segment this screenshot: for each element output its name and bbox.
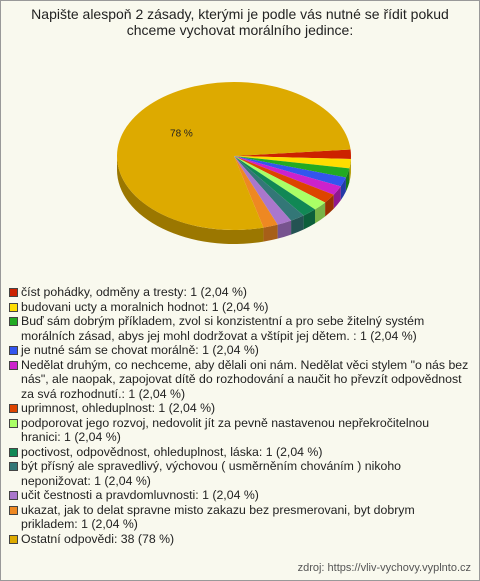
pie-slice [234, 156, 326, 210]
legend-label: Buď sám dobrým příkladem, zvol si konzis… [21, 314, 425, 343]
legend-item: je nutné sám se chovat morálně: 1 (2,04 … [9, 343, 469, 358]
source: zdroj: https://vliv-vychovy.vyplnto.cz [297, 562, 471, 574]
pie-slice [234, 156, 292, 225]
legend-swatch [9, 505, 18, 515]
data-label: 78 % [170, 129, 193, 140]
pie-slice-side [277, 220, 292, 239]
legend-swatch [9, 534, 18, 544]
legend-label: být přísný ale spravedlivý, výchovou ( u… [21, 459, 402, 488]
pie-slice-side [325, 194, 334, 217]
legend-item: uprimnost, ohleduplnost: 1 (2,04 %) [9, 401, 469, 416]
legend-swatch [9, 404, 18, 413]
legend-swatch [9, 491, 18, 500]
legend-swatch [9, 462, 18, 471]
legend-item: Buď sám dobrým příkladem, zvol si konzis… [9, 314, 469, 343]
pie-slice-side [345, 168, 350, 192]
legend-label: budovani ucty a moralnich hodnot: 1 (2,0… [21, 299, 269, 314]
legend-label: poctivost, odpovědnost, ohleduplnost, lá… [21, 444, 323, 459]
legend-label: Nedělat druhým, co nechceme, aby dělali … [21, 357, 469, 401]
legend-swatch [9, 360, 18, 370]
legend-swatch [9, 288, 18, 297]
pie-slice-side [333, 186, 341, 209]
pie-slice [234, 156, 351, 169]
pie-slice [234, 156, 334, 203]
legend-label: Ostatní odpovědi: 38 (78 %) [21, 531, 175, 546]
pie-slice [116, 82, 351, 231]
legend-label: je nutné sám se chovat morálně: 1 (2,04 … [21, 343, 259, 357]
chart-title: Napište alespoň 2 zásady, kterými je pod… [31, 6, 449, 38]
legend-item: Nedělat druhým, co nechceme, aby dělali … [9, 358, 469, 402]
pie-slice [234, 156, 316, 216]
legend-item: poctivost, odpovědnost, ohleduplnost, lá… [9, 445, 469, 460]
pie-slice [234, 156, 304, 221]
pie-slice [234, 156, 278, 228]
pie-tops [116, 82, 351, 231]
legend-item: číst pohádky, odměny a tresty: 1 (2,04 %… [9, 285, 469, 300]
pie-slice-side [349, 158, 351, 183]
legend-item: být přísný ale spravedlivý, výchovou ( u… [9, 459, 469, 488]
pie-slice [234, 156, 350, 178]
pie-slice-side [291, 215, 304, 235]
legend-swatch [9, 418, 18, 428]
legend-item: Ostatní odpovědi: 38 (78 %) [9, 532, 469, 547]
legend-label: číst pohádky, odměny a tresty: 1 (2,04 %… [21, 285, 248, 299]
legend-label: uprimnost, ohleduplnost: 1 (2,04 %) [21, 401, 216, 415]
legend-swatch [9, 302, 18, 312]
pie-slice [234, 156, 346, 187]
legend-label: ukazat, jak to delat spravne misto zakaz… [21, 502, 415, 532]
legend-item: podporovat jego rozvoj, nedovolit jít za… [9, 416, 469, 445]
pie-slice-side [117, 156, 264, 244]
legend-swatch [9, 447, 18, 457]
legend-item: učit čestnosti a pravdomluvnosti: 1 (2,0… [9, 488, 469, 503]
legend-item: budovani ucty a moralnich hodnot: 1 (2,0… [9, 300, 469, 315]
pie-slice [234, 149, 351, 159]
pie-slice-side [315, 202, 326, 224]
pie-slice-side [303, 209, 316, 230]
legend-swatch [9, 317, 18, 326]
legend-item: ukazat, jak to delat spravne misto zakaz… [9, 503, 469, 532]
legend-label: podporovat jego rozvoj, nedovolit jít za… [21, 415, 430, 445]
legend: číst pohádky, odměny a tresty: 1 (2,04 %… [9, 285, 469, 546]
pie-slice [234, 156, 341, 195]
pie-sides [117, 156, 351, 244]
pie-slice-side [263, 224, 278, 242]
legend-label: učit čestnosti a pravdomluvnosti: 1 (2,0… [21, 488, 259, 502]
legend-swatch [9, 346, 18, 355]
pie-slice-side [340, 177, 346, 201]
pie-area: 78 % [116, 82, 351, 244]
